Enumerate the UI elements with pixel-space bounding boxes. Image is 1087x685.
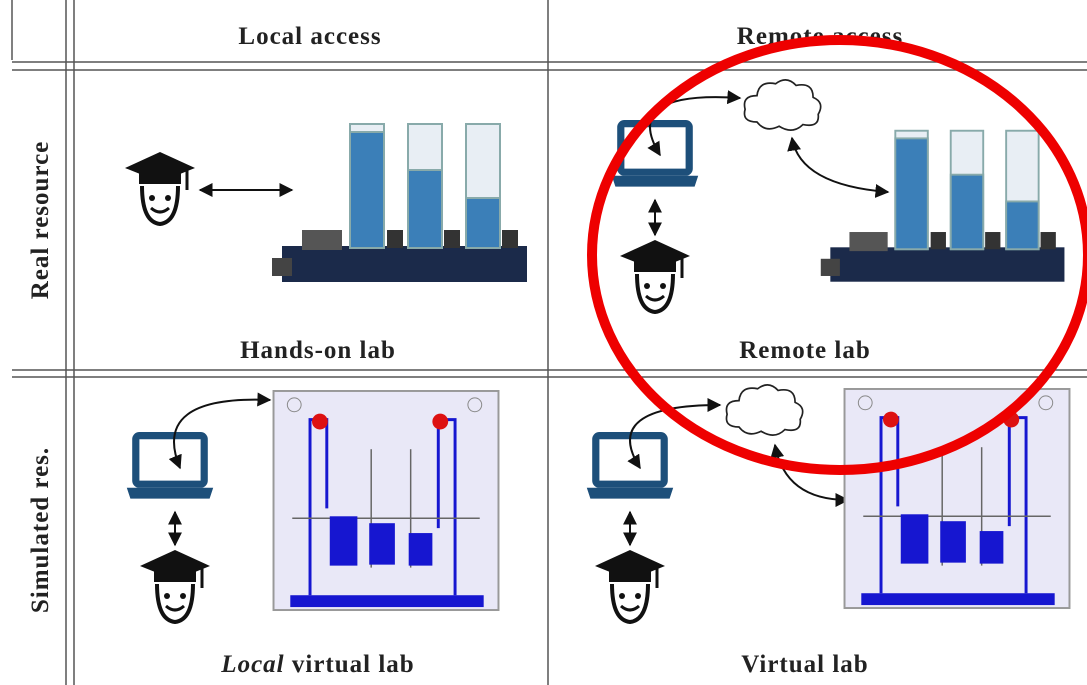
plant-image	[272, 123, 528, 283]
caption-emphasis: Local	[220, 651, 284, 678]
student-icon	[620, 238, 690, 314]
cell-caption: Remote lab	[739, 337, 871, 364]
arrow	[770, 443, 850, 507]
row-header: Real resource	[27, 141, 54, 300]
row-header: Simulated res.	[27, 447, 54, 613]
highlight-circle	[587, 35, 1087, 475]
student-icon	[125, 150, 195, 226]
cell-caption: Local virtual lab	[220, 651, 414, 678]
simulation-image	[843, 388, 1071, 610]
plant-image	[820, 129, 1066, 283]
arrow	[627, 398, 722, 470]
cloud-icon	[725, 384, 804, 436]
arrow	[168, 392, 272, 470]
laptop-icon	[127, 436, 213, 499]
column-header: Local access	[238, 23, 381, 50]
cell-caption: Virtual lab	[741, 651, 868, 678]
student-icon	[595, 548, 665, 624]
cloud-icon	[743, 79, 822, 131]
simulation-image	[272, 390, 500, 612]
table-rules	[11, 0, 1087, 685]
student-icon	[140, 548, 210, 624]
cell-caption: Hands-on lab	[240, 337, 396, 364]
caption-text: virtual lab	[292, 651, 415, 678]
arrow	[787, 136, 890, 198]
